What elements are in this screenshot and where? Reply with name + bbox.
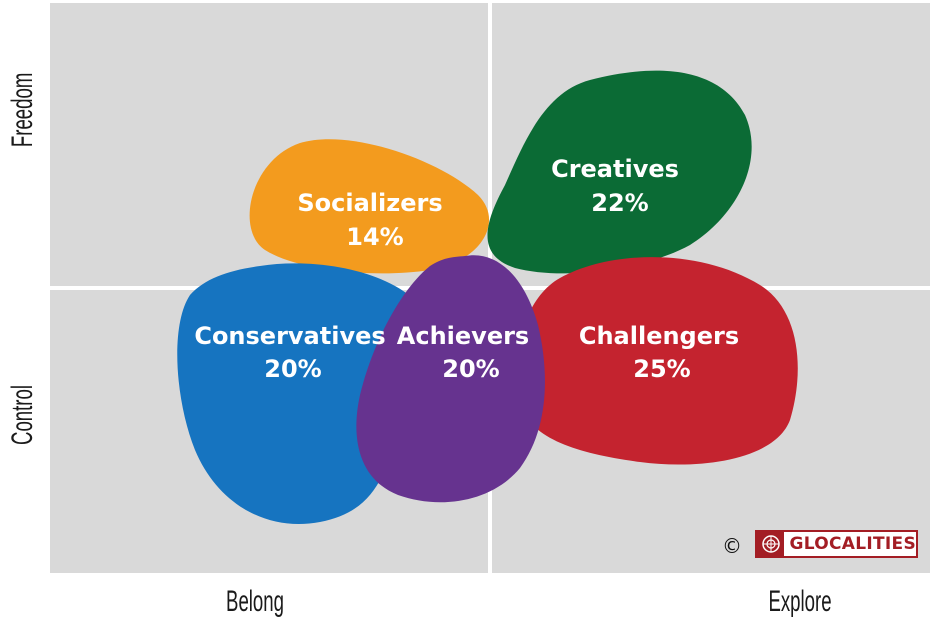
creatives-label: Creatives	[551, 155, 679, 183]
conservatives-label: Conservatives	[194, 322, 385, 350]
logo-text: GLOCALITIES	[789, 534, 916, 554]
socializers-blob	[249, 139, 490, 274]
conservatives-percent: 20%	[264, 355, 321, 383]
axis-label-belong: Belong	[226, 585, 284, 618]
achievers-label: Achievers	[397, 322, 529, 350]
achievers-blob	[356, 255, 545, 503]
creatives-blob	[487, 70, 752, 274]
glocalities-globe-icon	[757, 532, 785, 556]
creatives-percent: 22%	[591, 189, 648, 217]
socializers-percent: 14%	[346, 223, 403, 251]
challengers-percent: 25%	[633, 355, 690, 383]
axis-label-explore: Explore	[768, 585, 832, 618]
socializers-label: Socializers	[297, 189, 442, 217]
challengers-label: Challengers	[579, 322, 739, 350]
glocalities-logo: GLOCALITIES	[755, 530, 918, 558]
copyright-symbol: ©	[722, 534, 742, 558]
achievers-percent: 20%	[442, 355, 499, 383]
challengers-blob	[515, 257, 798, 465]
